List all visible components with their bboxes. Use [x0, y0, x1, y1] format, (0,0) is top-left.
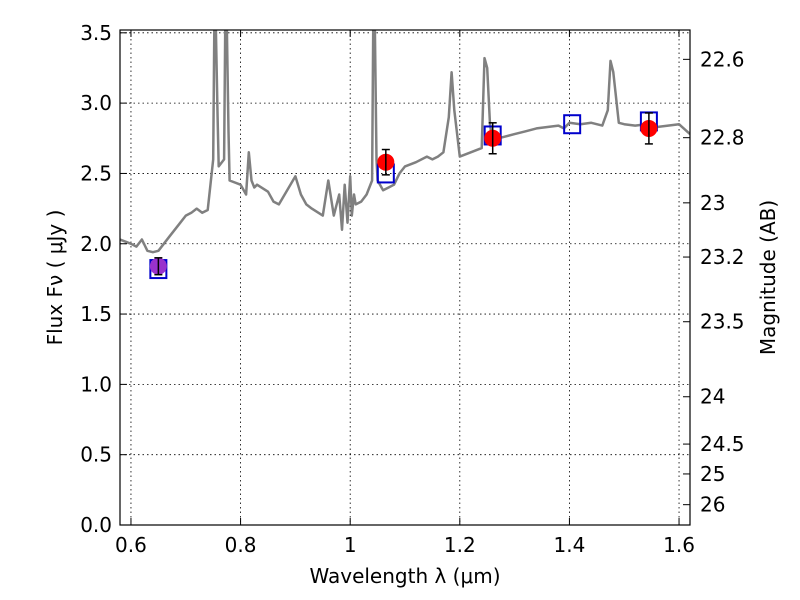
x-axis-title: Wavelength λ (μm) [309, 564, 500, 588]
x-tick-label: 1.4 [554, 533, 586, 557]
y2-tick-label: 26 [700, 493, 725, 517]
y2-tick-label: 23 [700, 191, 725, 215]
y-tick-label: 3.0 [80, 91, 112, 115]
y2-tick-label: 24 [700, 385, 725, 409]
y-tick-label: 0.5 [80, 443, 112, 467]
y2-tick-label: 23.2 [700, 245, 745, 269]
y2-tick-label: 22.8 [700, 126, 745, 150]
y-tick-label: 2.5 [80, 161, 112, 185]
y2-tick-label: 24.5 [700, 432, 745, 456]
x-tick-label: 0.8 [225, 533, 257, 557]
y-tick-label: 1.5 [80, 302, 112, 326]
x-tick-label: 1.2 [444, 533, 476, 557]
y2-tick-label: 25 [700, 462, 725, 486]
y-tick-label: 2.0 [80, 232, 112, 256]
y-tick-label: 0.0 [80, 513, 112, 537]
y2-tick-label: 23.5 [700, 310, 745, 334]
y2-tick-label: 22.6 [700, 47, 745, 71]
model-point-square [563, 114, 582, 135]
model-spectrum-line [120, 30, 690, 254]
x-tick-label: 1 [344, 533, 357, 557]
y-tick-label: 3.5 [80, 21, 112, 45]
y-tick-label: 1.0 [80, 372, 112, 396]
y-axis-title: Flux Fν ( μJy ) [43, 210, 67, 346]
x-tick-label: 0.6 [115, 533, 147, 557]
x-tick-label: 1.6 [663, 533, 695, 557]
plot-frame [119, 29, 691, 526]
y2-axis-title: Magnitude (AB) [756, 200, 780, 355]
